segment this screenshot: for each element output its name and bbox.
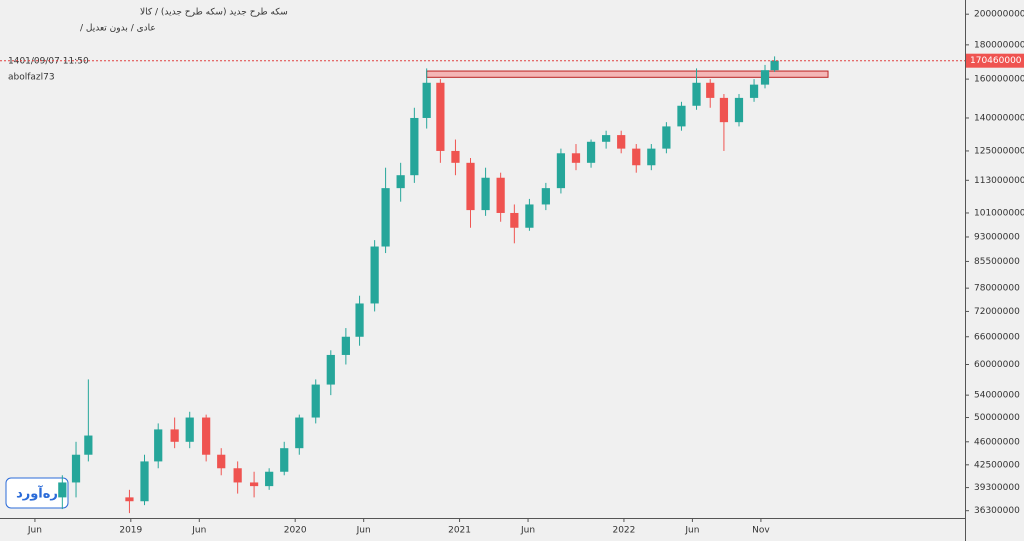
candle-body xyxy=(170,429,179,442)
candle-body xyxy=(510,212,519,228)
candle-body xyxy=(381,188,390,247)
x-tick-label: Jun xyxy=(520,526,535,536)
y-tick-label: 160000000 xyxy=(974,75,1024,85)
candle-body xyxy=(311,384,320,418)
y-tick-label: 39300000 xyxy=(974,483,1020,493)
candle-body xyxy=(265,471,274,487)
candle-body xyxy=(410,117,419,176)
candle-body xyxy=(749,84,759,98)
candle-body xyxy=(571,153,581,163)
candle-body xyxy=(541,188,550,205)
last-price-box xyxy=(966,53,1024,68)
y-tick-label: 72000000 xyxy=(974,307,1020,317)
x-tick-label: Jun xyxy=(27,526,42,536)
y-tick-label: 101000000 xyxy=(974,208,1024,218)
y-tick-label: 125000000 xyxy=(974,146,1024,156)
candle-body xyxy=(233,468,242,483)
candle-body xyxy=(496,177,505,213)
x-tick-label: Jun xyxy=(356,526,371,536)
candle-body xyxy=(295,417,304,449)
candle-body xyxy=(355,303,364,337)
author: abolfazl73 xyxy=(8,73,55,83)
candle-body xyxy=(706,82,715,98)
last-price-label: 170460000 xyxy=(970,56,1022,66)
candle-body xyxy=(481,177,490,211)
candle-body xyxy=(677,105,686,127)
x-tick-label: 2021 xyxy=(448,526,471,536)
candle-body xyxy=(692,82,701,106)
timestamp: 1401/09/07 11:50 xyxy=(8,57,89,67)
candle-body xyxy=(280,448,289,472)
y-tick-label: 42500000 xyxy=(974,460,1020,470)
x-tick-label: 2020 xyxy=(284,526,307,536)
candle-body xyxy=(525,204,534,228)
chart-title: سکه طرح جدید (سکه طرح جدید) / کالا xyxy=(140,8,288,18)
x-tick-label: Jun xyxy=(191,526,206,536)
candle-body xyxy=(58,482,67,498)
x-tick-label: Jun xyxy=(684,526,699,536)
chart-subtitle: عادی / بدون تعدیل / xyxy=(80,24,156,34)
x-tick-label: 2022 xyxy=(612,526,635,536)
candle-body xyxy=(602,135,611,142)
y-tick-label: 66000000 xyxy=(974,332,1020,342)
candle-body xyxy=(217,454,226,469)
candle-body xyxy=(734,97,744,123)
y-tick-label: 78000000 xyxy=(974,284,1020,294)
candle-body xyxy=(396,175,405,189)
candle-body xyxy=(125,497,134,502)
y-tick-label: 60000000 xyxy=(974,360,1020,370)
y-tick-label: 54000000 xyxy=(974,391,1020,401)
candle-body xyxy=(617,135,626,149)
y-tick-label: 140000000 xyxy=(974,113,1024,123)
candle-body xyxy=(154,429,163,462)
x-tick-label: Nov xyxy=(752,526,770,536)
candle-body xyxy=(632,148,641,166)
candle-body xyxy=(760,70,770,85)
y-tick-label: 85500000 xyxy=(974,257,1020,267)
candle-body xyxy=(556,153,566,189)
candle-body xyxy=(466,162,475,211)
candle-body xyxy=(451,150,460,163)
candle-body xyxy=(436,82,445,151)
y-tick-label: 113000000 xyxy=(974,176,1024,186)
candle-body xyxy=(140,461,149,502)
candle-body xyxy=(202,417,211,455)
candle-body xyxy=(770,60,779,71)
candle-body xyxy=(647,148,656,166)
candle-body xyxy=(71,454,81,483)
candle-body xyxy=(662,126,671,149)
y-tick-label: 50000000 xyxy=(974,413,1020,423)
y-tick-label: 180000000 xyxy=(974,40,1024,50)
x-tick-label: 2019 xyxy=(119,526,142,536)
y-tick-label: 46000000 xyxy=(974,437,1020,447)
candle-body xyxy=(326,354,335,385)
logo: ره‌آورد xyxy=(16,485,58,502)
candle-body xyxy=(422,82,431,118)
candle-body xyxy=(185,417,194,442)
candle-body xyxy=(84,435,93,455)
y-tick-label: 200000000 xyxy=(974,10,1024,20)
candle-body xyxy=(370,246,379,304)
y-tick-label: 36300000 xyxy=(974,506,1020,516)
logo-box xyxy=(5,477,69,509)
y-tick-label: 93000000 xyxy=(974,232,1020,242)
candle-body xyxy=(341,336,350,355)
candle-body xyxy=(719,97,729,123)
candle-body xyxy=(249,482,259,487)
candle-body xyxy=(586,141,596,163)
